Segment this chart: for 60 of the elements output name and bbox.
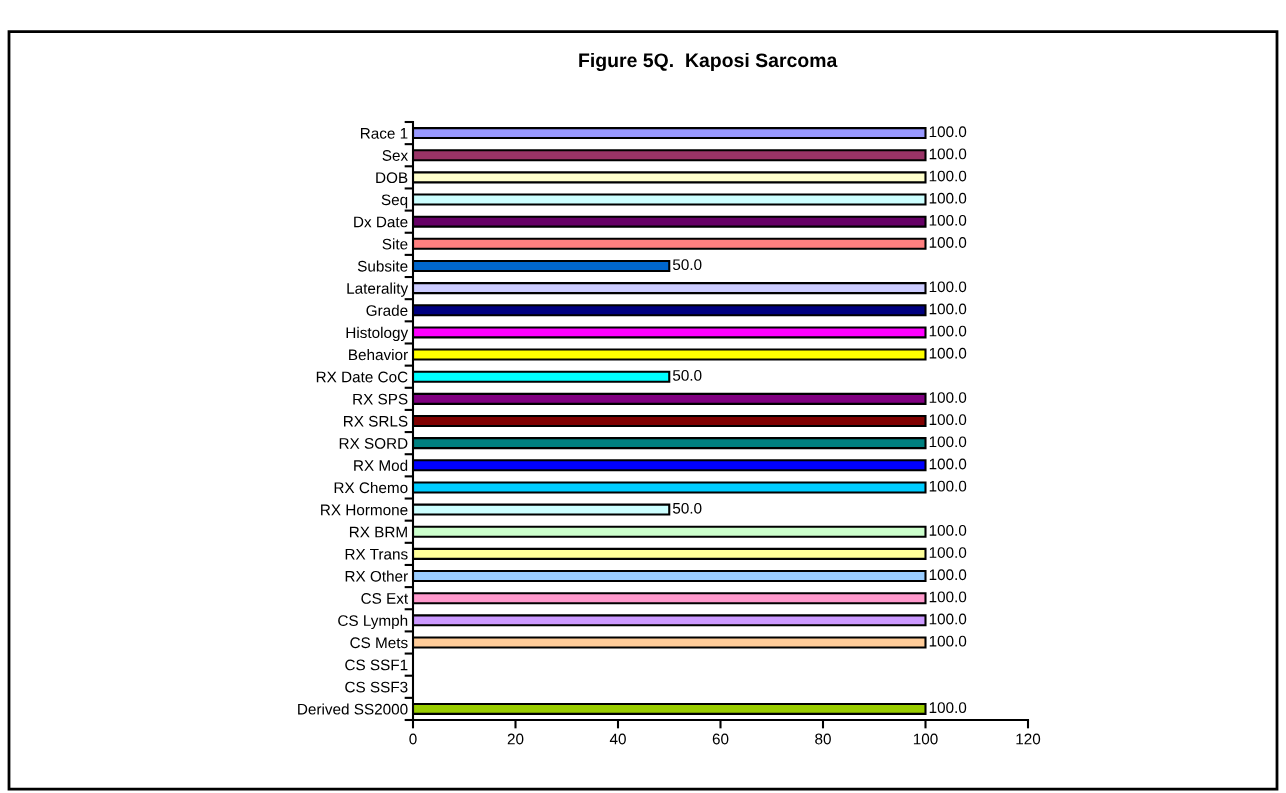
data-label: 100.0 (929, 525, 967, 536)
data-label: 100.0 (929, 303, 967, 315)
x-tick-label: 0 (409, 733, 417, 745)
y-tick-label: RX BRM (349, 526, 407, 538)
data-label: 100.0 (929, 214, 967, 226)
y-tick-label: RX Mod (354, 459, 408, 471)
y-tick-label: CS Lymph (338, 614, 408, 630)
y-tick-label: RX Date CoC (316, 371, 408, 383)
data-label: 100.0 (929, 392, 967, 403)
y-tick-label: RX Trans (345, 548, 408, 560)
data-label: 100.0 (929, 635, 967, 647)
data-label: 100.0 (929, 347, 967, 359)
y-tick-label: RX Chemo (334, 481, 408, 494)
data-label: 100.0 (929, 436, 967, 448)
data-label: 100.0 (929, 126, 967, 138)
y-tick-label: Site (382, 238, 408, 250)
data-label: 100.0 (929, 613, 967, 625)
data-label: 100.0 (929, 281, 967, 293)
x-tick-label: 40 (609, 733, 626, 745)
data-label: 100.0 (929, 148, 967, 160)
data-label: 100.0 (929, 414, 967, 426)
y-tick-label: Grade (366, 304, 408, 316)
y-tick-label: Histology (346, 326, 409, 342)
y-tick-label: RX Hormone (321, 504, 408, 516)
chart-title: Figure 5Q. Kaposi Sarcoma (579, 52, 838, 72)
y-tick-label: CS Mets (350, 637, 408, 649)
data-label: 100.0 (929, 192, 967, 204)
y-tick-label: RX SPS (353, 393, 408, 405)
y-tick-label: Behavior (349, 349, 408, 361)
data-label: 100.0 (929, 170, 967, 182)
data-label: 100.0 (929, 591, 967, 603)
y-tick-label: Seq (381, 194, 408, 209)
data-label: 50.0 (672, 369, 702, 381)
x-tick-label: 60 (712, 733, 729, 745)
x-tick-label: 100 (913, 733, 938, 745)
y-tick-label: Sex (382, 150, 408, 161)
y-tick-label: Subsite (357, 260, 408, 272)
data-label: 100.0 (929, 458, 967, 470)
y-tick-label: CS SSF1 (345, 659, 408, 671)
data-label: 100.0 (929, 325, 967, 337)
y-tick-label: Dx Date (354, 216, 408, 228)
data-label: 100.0 (929, 480, 967, 492)
data-label: 100.0 (929, 569, 967, 581)
y-tick-label: CS SSF3 (345, 681, 408, 693)
y-tick-label: CS Ext (361, 593, 409, 604)
data-label: 100.0 (929, 547, 967, 558)
data-label: 100.0 (929, 237, 967, 248)
x-tick-label: 80 (815, 733, 831, 745)
y-tick-label: Laterality (347, 282, 409, 297)
data-label: 50.0 (672, 502, 702, 514)
data-label: 100.0 (929, 702, 967, 714)
y-tick-label: Derived SS2000 (298, 703, 408, 715)
y-tick-label: RX Other (345, 570, 408, 582)
y-tick-label: DOB (376, 172, 408, 184)
data-label: 50.0 (672, 259, 702, 271)
y-tick-label: Race 1 (360, 128, 408, 139)
x-tick-label: 120 (1016, 733, 1041, 745)
y-tick-label: RX SORD (339, 438, 408, 449)
x-tick-label: 20 (507, 733, 524, 745)
y-tick-label: RX SRLS (344, 415, 408, 427)
